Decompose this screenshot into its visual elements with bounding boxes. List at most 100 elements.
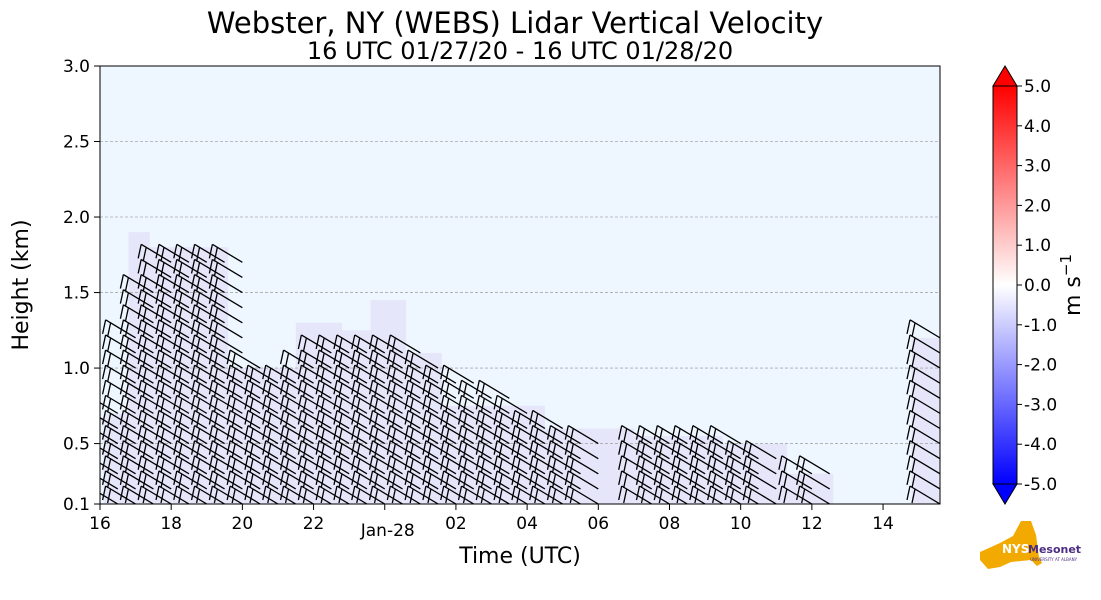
wind-barb-flag [422, 485, 427, 501]
wind-barb-flag [373, 413, 379, 428]
wind-barb-flag [386, 440, 391, 455]
wind-barb-flag [190, 455, 196, 470]
wind-barb [742, 455, 777, 475]
wind-barb-flag [351, 380, 356, 395]
wind-barb [906, 470, 940, 490]
wind-barb-flag [119, 455, 125, 470]
wind-barb [173, 258, 208, 279]
wind-barb-flag [498, 443, 503, 458]
wind-barb-flag [529, 425, 534, 440]
wind-barb-flag [173, 395, 178, 410]
wind-barb [155, 379, 190, 399]
wind-barb-flag [351, 485, 356, 501]
wind-barb-flag [190, 410, 196, 425]
wind-barb [226, 425, 261, 445]
wind-barb [244, 440, 279, 460]
wind-barb-flag [462, 428, 468, 443]
wind-barb-flag [356, 368, 361, 383]
x-tick-label: 08 [659, 514, 681, 534]
y-tick-label: 2.0 [63, 208, 90, 228]
wind-barb [190, 273, 225, 294]
wind-barb-flag [178, 368, 183, 383]
wind-barb-flag [333, 380, 338, 395]
wind-barb-flag [493, 410, 498, 425]
wind-barb [279, 425, 314, 445]
wind-barb-flag [119, 319, 125, 334]
wind-barb-flag [356, 398, 361, 413]
wind-barb-flag [338, 473, 343, 489]
wind-barb [208, 304, 243, 324]
wind-barb-flag [368, 440, 374, 455]
wind-barb-flag [373, 488, 379, 504]
wind-barb [493, 394, 528, 414]
wind-barb-flag [279, 485, 285, 501]
wind-barb-flag [302, 383, 307, 398]
wind-barb-flag [155, 289, 160, 304]
wind-barb-flag [226, 440, 231, 455]
wind-barb [906, 409, 940, 430]
wind-barb [262, 455, 297, 475]
wind-barb [208, 394, 243, 414]
wind-barb [724, 455, 759, 475]
wind-barb-flag [178, 292, 183, 307]
wind-barb-flag [338, 337, 343, 353]
wind-barb [101, 440, 136, 460]
wind-barb-flag [911, 443, 916, 458]
wind-barb-flag [391, 428, 396, 443]
wind-barb-flag [226, 380, 231, 395]
wind-barb-flag [569, 488, 574, 504]
wind-barb-flag [302, 413, 307, 428]
wind-barb-flag [213, 368, 219, 383]
wind-barb [208, 243, 243, 263]
wind-barb-flag [373, 383, 379, 398]
wind-barb-flag [315, 485, 320, 501]
wind-barb [511, 409, 546, 430]
wind-barb-flag [440, 395, 445, 410]
wind-barb-flag [635, 440, 641, 455]
wind-barb-flag [231, 443, 236, 458]
wind-barb-flag [249, 488, 254, 504]
wind-barb-flag [119, 365, 125, 380]
wind-barb-flag [356, 473, 361, 489]
wind-barb [226, 394, 261, 414]
wind-barb-flag [160, 428, 165, 443]
wind-barb-flag [124, 443, 130, 458]
y-tick-label: 0.5 [63, 435, 90, 455]
wind-barb [244, 364, 279, 384]
wind-barb-flag [404, 410, 409, 425]
wind-barb-flag [778, 455, 783, 470]
wind-barb-flag [906, 410, 911, 425]
wind-barb [208, 258, 243, 279]
wind-barb-flag [440, 440, 445, 455]
wind-barb-flag [284, 352, 290, 368]
wind-barb-flag [190, 244, 196, 259]
wind-barb-flag [747, 473, 752, 489]
wind-barb [422, 455, 457, 475]
wind-barb [529, 425, 564, 445]
wind-barb-flag [284, 473, 290, 489]
wind-barb-flag [124, 458, 130, 473]
wind-barb-flag [618, 470, 623, 486]
wind-barb-flag [623, 428, 628, 443]
wind-barb-flag [457, 485, 463, 501]
wind-barb-flag [208, 395, 214, 410]
wind-barb-flag [475, 410, 480, 425]
wind-barb-flag [178, 413, 183, 428]
wind-barb-flag [386, 455, 391, 470]
wind-barb [173, 379, 208, 399]
wind-barb-flag [208, 304, 214, 319]
wind-barb-flag [658, 443, 663, 458]
wind-barb-flag [124, 383, 130, 398]
wind-barb-flag [457, 455, 463, 470]
wind-barb-flag [106, 352, 112, 368]
wind-barb-flag [279, 440, 285, 455]
wind-barb-flag [213, 458, 219, 473]
wind-barb-flag [320, 368, 325, 383]
wind-barb-flag [368, 380, 374, 395]
wind-barb-flag [712, 488, 717, 504]
wind-barb-flag [142, 277, 147, 292]
wind-barb-flag [249, 383, 254, 398]
wind-barb [173, 349, 208, 369]
wind-barb-flag [213, 277, 219, 292]
wind-barb-flag [457, 440, 463, 455]
